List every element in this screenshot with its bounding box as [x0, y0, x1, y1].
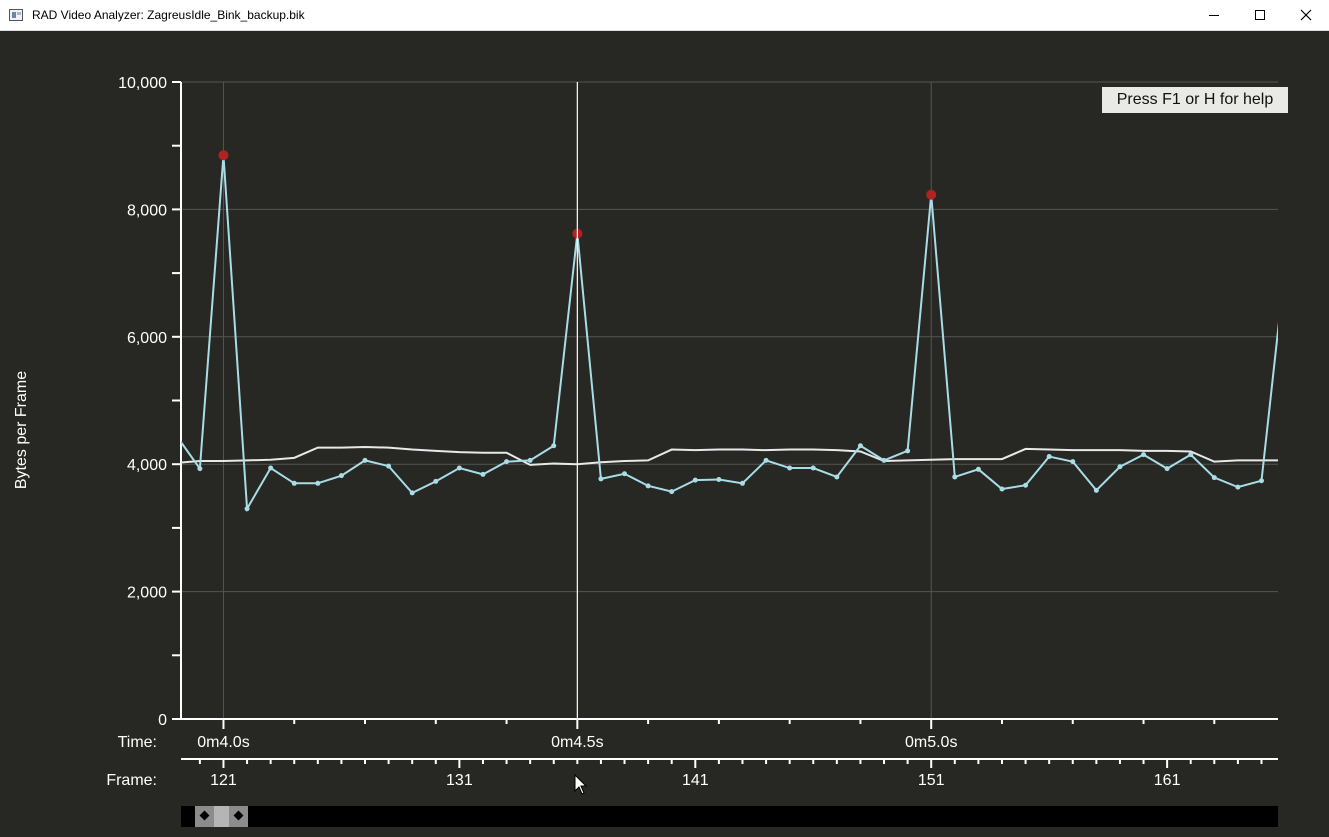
frame-point — [456, 465, 462, 471]
frame-point — [386, 463, 392, 469]
frame-tick-label: 141 — [682, 772, 709, 789]
frame-point — [905, 448, 911, 454]
close-icon — [1300, 9, 1312, 21]
mouse-cursor-icon — [574, 774, 588, 795]
frame-point — [999, 486, 1005, 492]
frame-tick-label: 161 — [1154, 772, 1181, 789]
y-tick-label: 10,000 — [118, 75, 167, 92]
y-tick-label: 4,000 — [127, 457, 167, 474]
average-series-line — [181, 446, 1278, 466]
frame-point — [952, 474, 958, 480]
frame-point — [409, 490, 415, 496]
window-title: RAD Video Analyzer: ZagreusIdle_Bink_bac… — [32, 8, 305, 22]
maximize-button[interactable] — [1237, 0, 1283, 30]
title-bar: RAD Video Analyzer: ZagreusIdle_Bink_bac… — [0, 0, 1329, 31]
frame-point — [669, 489, 675, 495]
maximize-icon — [1255, 10, 1265, 20]
frame-point — [504, 459, 510, 465]
frame-point — [197, 466, 203, 472]
frame-point — [857, 443, 863, 449]
bytes-per-frame-chart[interactable]: 0 2,000 4,000 6,000 8,000 10,000 0m4.0s 0m4.5s… — [0, 31, 1329, 832]
frame-point — [480, 471, 486, 477]
frame-point — [598, 476, 604, 482]
frame-point — [1093, 487, 1099, 493]
app-icon — [9, 9, 23, 21]
frame-tick-label: 151 — [918, 772, 945, 789]
frame-label: Frame: — [106, 772, 157, 789]
time-tick-label: 0m4.0s — [197, 734, 249, 751]
frame-point — [315, 480, 321, 486]
right-grip-icon[interactable] — [233, 810, 244, 821]
frame-point — [291, 480, 297, 486]
time-label: Time: — [118, 734, 157, 751]
y-tick-label: 8,000 — [127, 202, 167, 219]
frame-point — [527, 457, 533, 463]
y-tick-label: 6,000 — [127, 330, 167, 347]
y-tick-label: 0 — [158, 712, 167, 729]
frame-point — [433, 478, 439, 484]
help-hint: Press F1 or H for help — [1102, 87, 1288, 113]
frame-point — [763, 457, 769, 463]
time-axis: 0m4.0s 0m4.5s 0m5.0s — [181, 718, 1278, 751]
frame-point — [881, 457, 887, 463]
frame-point — [1235, 484, 1241, 490]
frame-tick-label: 131 — [446, 772, 473, 789]
frame-point — [739, 480, 745, 486]
frame-point — [268, 465, 274, 471]
frame-tick-label: 121 — [210, 772, 237, 789]
frame-point — [1258, 478, 1264, 484]
frame-point — [1188, 452, 1194, 458]
frame-point — [1141, 452, 1147, 458]
minimize-button[interactable] — [1191, 0, 1237, 30]
chart-grid — [181, 81, 1278, 719]
frame-point — [1070, 459, 1076, 465]
frame-point — [692, 477, 698, 483]
chart-series — [181, 150, 1278, 513]
frame-point — [1164, 466, 1170, 472]
frame-point — [244, 506, 250, 512]
timeline-scrollbar[interactable] — [181, 806, 1278, 827]
frame-point — [551, 443, 557, 449]
frame-point — [1046, 454, 1052, 460]
frame-point — [1211, 475, 1217, 481]
y-tick-label: 2,000 — [127, 585, 167, 602]
y-axis: 0 2,000 4,000 6,000 8,000 10,000 — [118, 75, 182, 729]
frame-point — [1117, 464, 1123, 470]
time-tick-label: 0m4.5s — [551, 734, 603, 751]
y-axis-title: Bytes per Frame — [13, 371, 30, 489]
frame-size-series-line — [181, 155, 1278, 513]
frame-point — [810, 465, 816, 471]
left-grip-icon[interactable] — [199, 810, 210, 821]
time-tick-label: 0m5.0s — [905, 734, 957, 751]
frame-point — [716, 476, 722, 482]
plot-area[interactable]: 0 2,000 4,000 6,000 8,000 10,000 0m4.0s 0m4.5s… — [0, 31, 1329, 832]
scrollbar-thumb[interactable] — [195, 806, 248, 827]
frame-axis: 121 131 141 151 161 — [181, 758, 1278, 789]
frame-point — [622, 471, 628, 477]
frame-point — [834, 474, 840, 480]
keyframe-point — [926, 189, 937, 200]
frame-point — [362, 457, 368, 463]
frame-point — [787, 465, 793, 471]
scrollbar-thumb-center — [214, 806, 229, 827]
close-button[interactable] — [1283, 0, 1329, 30]
minimize-icon — [1209, 15, 1219, 16]
frame-point — [338, 473, 344, 479]
frame-point — [975, 466, 981, 472]
keyframe-point — [218, 150, 229, 161]
frame-point — [1023, 482, 1029, 488]
frame-point — [645, 483, 651, 489]
